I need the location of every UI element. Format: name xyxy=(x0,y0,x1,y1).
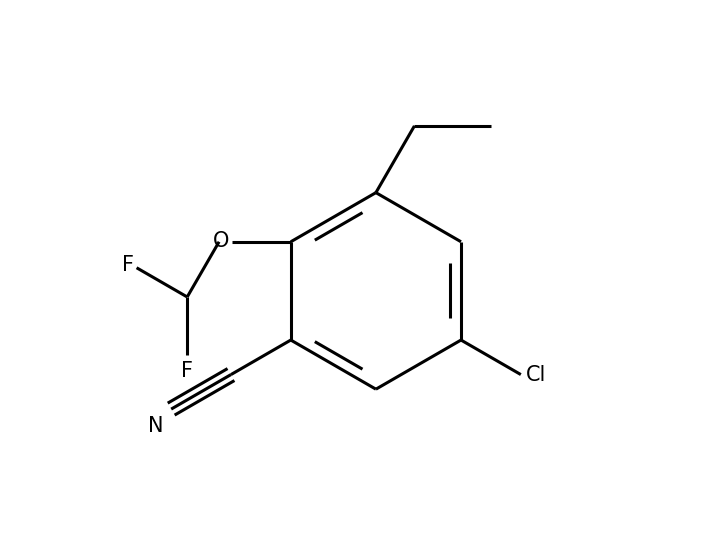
Text: Cl: Cl xyxy=(526,365,546,384)
Text: O: O xyxy=(213,231,230,250)
Text: F: F xyxy=(122,255,134,275)
Text: F: F xyxy=(181,361,193,381)
Text: N: N xyxy=(148,416,163,436)
